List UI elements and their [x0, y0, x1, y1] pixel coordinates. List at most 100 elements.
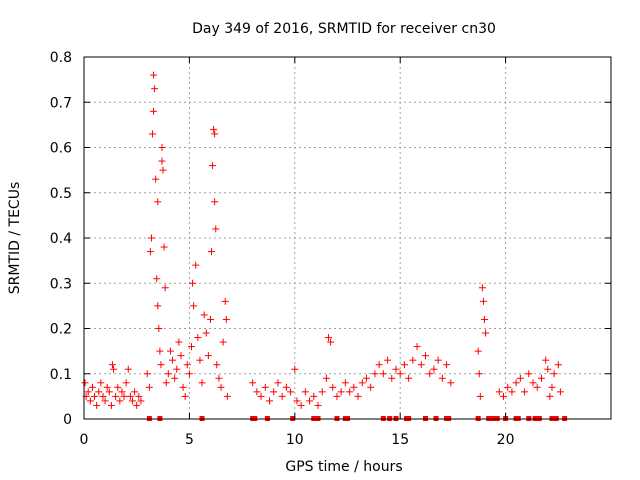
data-point: [253, 388, 261, 396]
data-point: [474, 347, 482, 355]
data-point: [367, 383, 375, 391]
data-point: [177, 352, 185, 360]
data-point: [322, 374, 330, 382]
data-point: [133, 401, 141, 409]
data-point: [179, 383, 187, 391]
data-point: [99, 392, 107, 400]
data-point: [222, 315, 230, 323]
data-point: [482, 329, 490, 337]
data-point: [421, 352, 429, 360]
data-point: [217, 383, 225, 391]
x-tick-label: 0: [80, 432, 89, 448]
data-point: [103, 383, 111, 391]
data-point: [189, 279, 197, 287]
data-point: [400, 361, 408, 369]
data-point: [107, 401, 115, 409]
data-point: [413, 343, 421, 351]
data-point: [137, 397, 145, 405]
data-point: [223, 392, 231, 400]
data-point: [430, 365, 438, 373]
data-point: [384, 356, 392, 364]
data-point: [126, 392, 134, 400]
data-point: [110, 365, 118, 373]
data-point: [161, 284, 169, 292]
data-point: [362, 374, 370, 382]
data-point: [443, 361, 451, 369]
data-point: [550, 370, 558, 378]
data-point: [93, 401, 101, 409]
data-point: [112, 392, 120, 400]
data-point: [153, 275, 161, 283]
data-point: [478, 284, 486, 292]
data-point: [156, 347, 164, 355]
data-point: [278, 392, 286, 400]
data-point: [301, 388, 309, 396]
data-point: [208, 248, 216, 256]
data-point: [97, 379, 105, 387]
y-tick-label: 0.8: [50, 50, 72, 66]
data-point: [447, 379, 455, 387]
data-point: [120, 392, 128, 400]
x-tick-label: 20: [497, 432, 515, 448]
data-point: [164, 370, 172, 378]
data-point: [158, 157, 166, 165]
y-tick-label: 0.1: [50, 367, 72, 383]
data-point: [438, 374, 446, 382]
data-point: [350, 383, 358, 391]
data-point: [101, 397, 109, 405]
x-tick-label: 10: [286, 432, 304, 448]
data-point: [188, 343, 196, 351]
data-point: [211, 198, 219, 206]
y-tick-label: 0.6: [50, 141, 72, 157]
data-point: [147, 234, 155, 242]
data-point: [409, 356, 417, 364]
data-point: [185, 370, 193, 378]
y-tick-label: 0.2: [50, 322, 72, 338]
data-point: [183, 361, 191, 369]
x-tick-label: 15: [391, 432, 409, 448]
data-point: [533, 383, 541, 391]
data-point: [150, 71, 158, 79]
data-point: [475, 370, 483, 378]
data-point: [546, 392, 554, 400]
x-axis-label: GPS time / hours: [285, 459, 402, 475]
data-point: [151, 85, 159, 93]
data-point: [542, 356, 550, 364]
data-point: [392, 365, 400, 373]
chart-title: Day 349 of 2016, SRMTID for receiver cn3…: [192, 21, 496, 37]
data-point: [206, 315, 214, 323]
data-point: [146, 248, 154, 256]
data-point: [192, 261, 200, 269]
data-point: [346, 388, 354, 396]
data-point: [282, 383, 290, 391]
data-point: [88, 383, 96, 391]
data-point: [210, 125, 218, 133]
data-point: [116, 397, 124, 405]
data-point: [150, 107, 158, 115]
data-point: [537, 374, 545, 382]
data-point: [81, 379, 89, 387]
data-point: [122, 379, 130, 387]
data-point: [341, 379, 349, 387]
data-point: [149, 130, 157, 138]
data-point: [544, 365, 552, 373]
data-point: [91, 392, 99, 400]
data-point: [405, 374, 413, 382]
data-point: [554, 361, 562, 369]
data-point: [327, 338, 335, 346]
data-point: [434, 356, 442, 364]
data-point: [154, 198, 162, 206]
data-point: [209, 162, 217, 170]
data-point: [143, 370, 151, 378]
data-point: [318, 388, 326, 396]
data-point: [512, 379, 520, 387]
data-point: [306, 397, 314, 405]
data-point: [274, 379, 282, 387]
data-point: [417, 361, 425, 369]
data-point: [426, 370, 434, 378]
data-point: [215, 374, 223, 382]
data-point: [173, 365, 181, 373]
data-point: [257, 392, 265, 400]
data-point: [325, 334, 333, 342]
